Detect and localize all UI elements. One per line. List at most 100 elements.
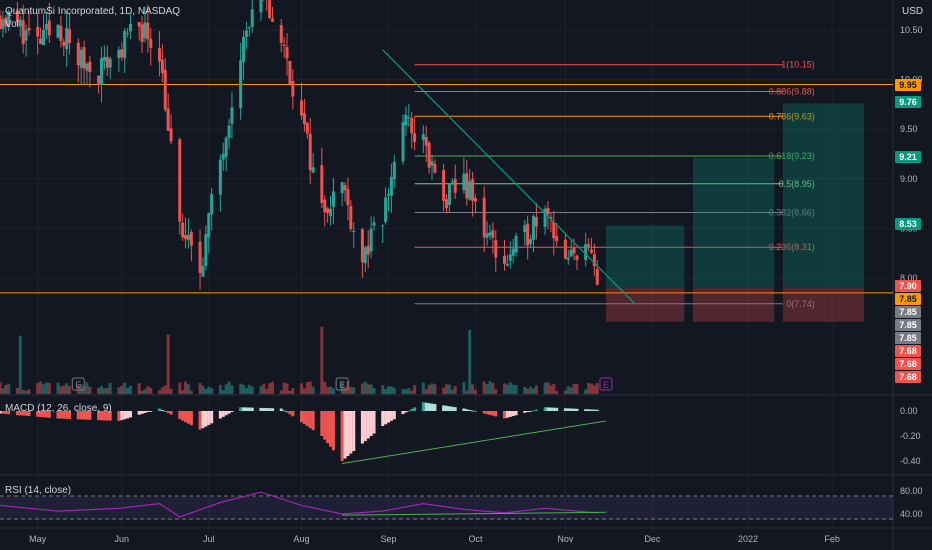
rsi-band: [0, 496, 893, 520]
macd-histogram-bar: [360, 411, 364, 444]
fib-level-label: 0.786(9.63): [769, 111, 815, 121]
earnings-marker[interactable]: [599, 377, 613, 391]
position-target-zone[interactable]: [605, 225, 685, 288]
macd-histogram-bar: [36, 411, 40, 417]
candle-body: [387, 194, 391, 196]
position-stop-zone[interactable]: [605, 287, 685, 322]
volume-bar: [178, 382, 182, 394]
macd-histogram-bar: [471, 410, 475, 412]
volume-bar: [549, 385, 553, 394]
volume-bar: [149, 387, 153, 394]
volume-bar: [201, 385, 205, 394]
time-tick-label: Aug: [294, 534, 310, 544]
earnings-marker[interactable]: [335, 377, 349, 391]
candle-body: [24, 30, 28, 41]
volume-bar: [488, 381, 492, 394]
macd-histogram-bar: [413, 407, 417, 411]
candle-body: [27, 28, 31, 31]
rsi-line: [0, 491, 598, 518]
volume-bar: [302, 388, 306, 394]
currency-label[interactable]: USD: [902, 6, 924, 17]
rsi-trendline[interactable]: [342, 511, 606, 516]
candle-body: [268, 0, 272, 19]
macd-tick-label: -0.20: [900, 431, 921, 441]
position-target-zone[interactable]: [782, 103, 865, 288]
candle-body: [117, 49, 121, 59]
macd-histogram-bar: [4, 411, 8, 414]
macd-histogram-bar: [262, 407, 266, 411]
candle-body: [433, 163, 437, 173]
volume-bar: [308, 381, 312, 394]
candle-body: [305, 123, 309, 134]
price-badge: [895, 96, 921, 108]
volume-bar: [326, 386, 330, 394]
volume-bar: [65, 383, 69, 394]
candle-body: [424, 136, 428, 146]
volume-bar: [389, 386, 393, 394]
macd-histogram-bar: [24, 411, 28, 416]
volume-bar: [126, 387, 130, 394]
macd-trendline[interactable]: [342, 420, 607, 464]
candle-body: [595, 269, 599, 285]
candle-body: [7, 11, 11, 28]
candle-body: [531, 216, 535, 240]
volume-bar: [468, 329, 472, 394]
position-stop-zone[interactable]: [782, 287, 865, 322]
macd-histogram-bar: [105, 411, 109, 421]
macd-histogram-bar: [445, 405, 448, 411]
candle-body: [128, 24, 132, 32]
macd-histogram-bar: [531, 410, 535, 412]
macd-histogram-bar: [485, 411, 489, 415]
volume-bar: [88, 386, 92, 394]
position-stop-zone[interactable]: [692, 287, 775, 322]
volume-bar: [352, 387, 356, 394]
time-tick-label: Jul: [203, 534, 215, 544]
symbol-title[interactable]: QuantumSi Incorporated, 1D, NASDAQ: [5, 6, 181, 17]
position-boxes[interactable]: [605, 103, 865, 322]
candle-body: [413, 133, 417, 142]
candle-body: [523, 225, 527, 233]
macd-histogram-bar: [259, 407, 263, 411]
candle-body: [575, 255, 579, 260]
macd-tick-label: -0.40: [900, 456, 921, 466]
candle-body: [450, 181, 454, 183]
macd-label[interactable]: MACD (12, 26, close, 9): [5, 403, 112, 414]
candle-body: [41, 30, 45, 46]
volume-bar: [482, 381, 486, 394]
macd-histogram-bar: [163, 411, 167, 412]
position-target-zone[interactable]: [692, 157, 775, 288]
macd-histogram-bar: [82, 411, 86, 420]
price-badge-label: 7.85: [899, 320, 917, 330]
trendline-segment[interactable]: [382, 49, 636, 305]
rsi-label[interactable]: RSI (14, close): [5, 485, 72, 496]
macd-histogram-bar: [291, 411, 295, 417]
candle-body: [326, 208, 330, 214]
macd-histogram-bar: [218, 411, 222, 419]
candle-body: [453, 178, 457, 193]
macd-histogram-bar: [392, 411, 396, 420]
fib-retracement[interactable]: 1(10.15) 0.886(9.88) 0.786(9.63) 0.618(9.23…: [414, 60, 815, 309]
macd-histogram-bar: [247, 407, 251, 411]
volume-bar: [534, 385, 538, 394]
macd-histogram-bar: [523, 411, 527, 413]
trendline[interactable]: [382, 49, 636, 305]
macd-histogram-bar: [1, 411, 5, 414]
volume-bar: [584, 389, 588, 394]
volume-bar: [569, 387, 573, 394]
macd-histogram-bar: [308, 411, 312, 429]
macd-histogram-bar: [160, 410, 164, 411]
horizontal-lines[interactable]: [0, 84, 893, 294]
macd-histogram-bar: [363, 411, 367, 441]
time-axis[interactable]: May Jun Jul Aug Sep Oct Nov Dec 2022 Feb: [29, 534, 840, 544]
fib-level-label: 0(7.74): [786, 299, 815, 309]
macd-histogram-bar: [242, 407, 246, 411]
macd-histogram-bar: [369, 411, 373, 436]
earnings-marker[interactable]: [71, 377, 85, 391]
macd-histogram-bar: [265, 408, 269, 411]
volume-bar: [123, 382, 127, 394]
candle-body: [323, 199, 327, 213]
volume-bar: [62, 385, 66, 394]
macd-pane: [0, 402, 607, 464]
